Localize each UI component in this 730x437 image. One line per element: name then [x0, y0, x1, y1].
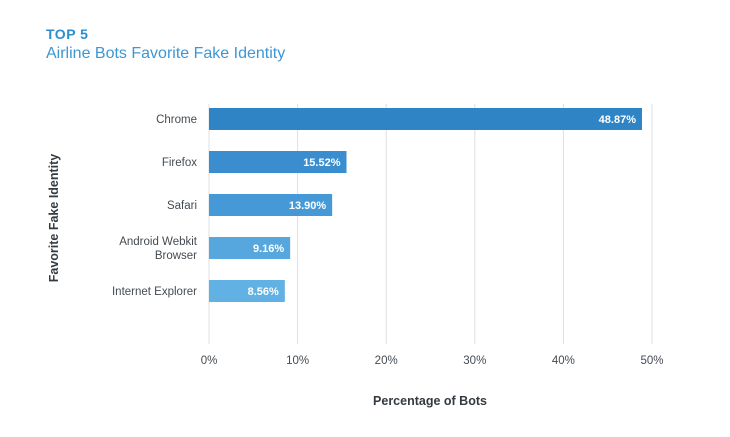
bar-value-label: 8.56%: [248, 286, 279, 298]
category-label: Internet Explorer: [112, 286, 197, 298]
chart-title: Airline Bots Favorite Fake Identity: [46, 45, 286, 62]
bar-value-label: 13.90%: [289, 200, 327, 212]
bar: [209, 237, 291, 259]
bar: [209, 194, 333, 216]
category-label: Android Webkit Browser: [119, 236, 198, 262]
bar-value-label: 48.87%: [599, 114, 637, 126]
chart-kicker: TOP 5: [46, 26, 89, 42]
x-tick-label: 20%: [375, 355, 398, 367]
category-label: Safari: [167, 200, 197, 212]
bar: [209, 280, 285, 302]
bar: [209, 108, 642, 130]
bar-value-label: 15.52%: [303, 157, 341, 169]
x-axis-title: Percentage of Bots: [373, 394, 487, 408]
x-tick-label: 50%: [640, 355, 663, 367]
y-axis-title: Favorite Fake Identity: [47, 154, 61, 283]
x-tick-label: 10%: [286, 355, 309, 367]
x-tick-label: 40%: [552, 355, 575, 367]
bar-value-label: 9.16%: [253, 243, 284, 255]
category-label: Firefox: [162, 157, 197, 169]
x-tick-label: 0%: [201, 355, 218, 367]
category-label: Chrome: [156, 114, 197, 126]
bar: [209, 151, 347, 173]
x-tick-label: 30%: [463, 355, 486, 367]
